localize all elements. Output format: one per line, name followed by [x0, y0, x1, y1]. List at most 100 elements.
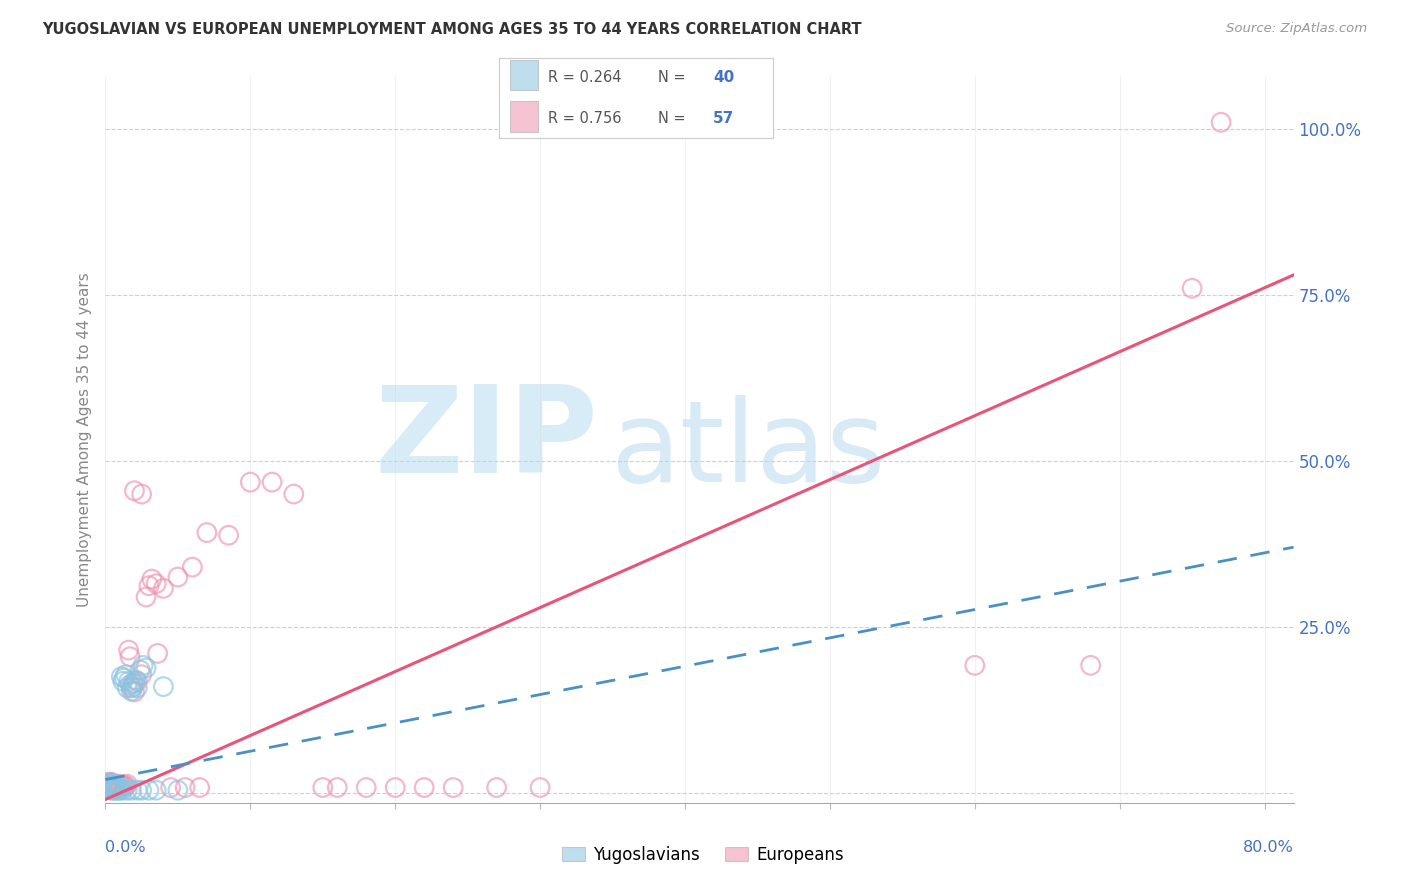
Point	[115, 783, 138, 797]
Point	[104, 778, 127, 792]
Point	[138, 579, 160, 593]
Point	[100, 775, 122, 789]
Text: Source: ZipAtlas.com: Source: ZipAtlas.com	[1226, 22, 1367, 36]
Point	[167, 783, 190, 797]
Text: ZIP: ZIP	[375, 381, 599, 498]
Text: R = 0.756: R = 0.756	[548, 112, 621, 127]
Point	[159, 780, 181, 795]
Text: 0.0%: 0.0%	[105, 840, 146, 855]
Point	[117, 643, 139, 657]
Point	[125, 673, 148, 687]
Point	[145, 783, 167, 797]
Point	[174, 780, 197, 795]
Point	[96, 778, 118, 792]
Text: 57: 57	[713, 112, 734, 127]
Point	[107, 780, 129, 795]
Point	[1181, 281, 1204, 295]
Point	[115, 777, 138, 791]
Point	[485, 780, 508, 795]
Point	[124, 685, 146, 699]
Point	[108, 783, 131, 797]
Legend: Yugoslavians, Europeans: Yugoslavians, Europeans	[555, 839, 851, 871]
Point	[97, 780, 120, 795]
Point	[101, 783, 124, 797]
FancyBboxPatch shape	[510, 102, 537, 132]
Text: 80.0%: 80.0%	[1243, 840, 1294, 855]
Text: R = 0.264: R = 0.264	[548, 70, 621, 85]
Point	[100, 780, 122, 795]
Point	[98, 779, 121, 793]
Point	[105, 780, 128, 794]
Point	[121, 681, 143, 695]
Point	[100, 776, 122, 790]
Point	[111, 783, 134, 797]
Point	[283, 487, 305, 501]
Point	[146, 647, 169, 661]
Text: N =: N =	[658, 112, 690, 127]
Point	[100, 780, 122, 795]
Point	[114, 779, 136, 793]
Point	[218, 528, 240, 542]
Point	[127, 783, 149, 797]
Point	[108, 778, 131, 792]
Point	[105, 783, 128, 797]
Point	[124, 676, 146, 690]
Point	[122, 680, 145, 694]
Point	[354, 780, 377, 795]
Point	[152, 680, 174, 694]
Point	[181, 560, 204, 574]
Point	[98, 776, 121, 790]
Point	[101, 780, 124, 795]
Point	[413, 780, 436, 795]
Point	[1080, 658, 1102, 673]
Point	[108, 780, 131, 795]
Point	[122, 676, 145, 690]
Point	[96, 781, 118, 796]
Point	[110, 778, 132, 792]
Point	[112, 778, 135, 792]
Point	[101, 777, 124, 791]
Point	[127, 674, 149, 689]
Point	[384, 780, 406, 795]
Point	[98, 779, 121, 793]
Point	[312, 780, 335, 795]
Point	[127, 681, 149, 695]
Text: atlas: atlas	[610, 395, 886, 507]
Point	[98, 776, 121, 790]
FancyBboxPatch shape	[510, 60, 537, 90]
Point	[262, 475, 284, 490]
Point	[131, 667, 153, 681]
Point	[138, 783, 160, 797]
Point	[112, 671, 135, 685]
Point	[152, 582, 174, 596]
Point	[114, 667, 136, 681]
Point	[326, 780, 349, 795]
Point	[167, 570, 190, 584]
Y-axis label: Unemployment Among Ages 35 to 44 years: Unemployment Among Ages 35 to 44 years	[76, 272, 91, 607]
Point	[963, 658, 986, 673]
Point	[105, 777, 128, 791]
Point	[103, 777, 125, 791]
Point	[145, 576, 167, 591]
Point	[104, 780, 127, 794]
Point	[117, 674, 139, 689]
Text: 40: 40	[713, 70, 734, 85]
Text: N =: N =	[658, 70, 690, 85]
Point	[131, 783, 153, 797]
Point	[101, 779, 124, 793]
Point	[121, 783, 143, 797]
Point	[135, 590, 157, 604]
Point	[131, 487, 153, 501]
Point	[124, 483, 146, 498]
Point	[132, 658, 155, 673]
Point	[97, 780, 120, 795]
Point	[129, 663, 152, 677]
Point	[529, 780, 551, 795]
Point	[103, 780, 125, 794]
Point	[111, 674, 134, 689]
Point	[115, 681, 138, 695]
Point	[188, 780, 211, 795]
Point	[97, 775, 120, 789]
Point	[195, 525, 218, 540]
Point	[135, 661, 157, 675]
